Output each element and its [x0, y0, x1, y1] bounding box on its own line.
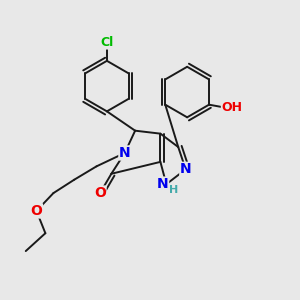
Text: O: O — [31, 204, 42, 218]
Text: N: N — [119, 146, 130, 160]
Text: N: N — [180, 162, 191, 176]
Text: O: O — [94, 186, 106, 200]
Text: H: H — [169, 184, 178, 194]
Text: N: N — [157, 177, 169, 191]
Text: OH: OH — [221, 101, 242, 114]
Text: Cl: Cl — [100, 36, 113, 49]
